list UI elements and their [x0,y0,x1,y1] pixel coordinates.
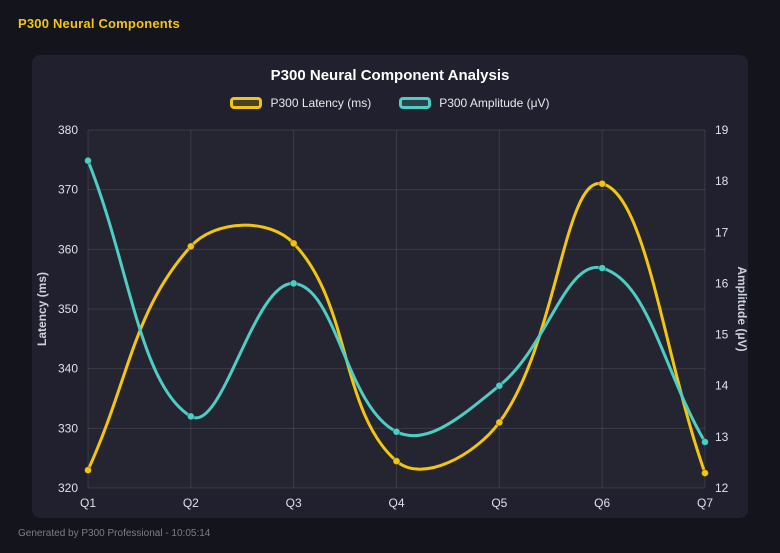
grid-lines [87,129,706,489]
svg-text:13: 13 [715,430,729,444]
left-axis-title: Latency (ms) [35,272,49,346]
svg-text:Q5: Q5 [491,496,507,510]
svg-text:Q2: Q2 [183,496,199,510]
legend-item-1[interactable]: P300 Amplitude (μV) [399,96,550,110]
chart-title: P300 Neural Component Analysis [270,67,510,84]
page-title: P300 Neural Components [18,16,180,31]
svg-text:Q6: Q6 [594,496,610,510]
svg-text:Q7: Q7 [697,496,713,510]
svg-text:19: 19 [715,123,729,137]
svg-text:16: 16 [715,276,729,290]
svg-text:330: 330 [58,421,78,435]
chart-card: P300 Neural Component Analysis P300 Late… [32,55,748,518]
legend-label: P300 Amplitude (μV) [439,96,550,110]
svg-text:370: 370 [58,183,78,197]
svg-text:380: 380 [58,123,78,137]
series-points-0 [84,179,709,478]
svg-text:350: 350 [58,302,78,316]
legend-item-0[interactable]: P300 Latency (ms) [230,96,371,110]
svg-text:320: 320 [58,481,78,495]
svg-text:15: 15 [715,328,729,342]
series-points-1 [84,156,709,446]
svg-text:360: 360 [58,242,78,256]
footer-status: Generated by P300 Professional - 10:05:1… [18,528,211,539]
svg-text:Q1: Q1 [80,496,96,510]
svg-text:Q4: Q4 [388,496,404,510]
svg-text:12: 12 [715,481,729,495]
svg-text:14: 14 [715,379,729,393]
x-axis-ticks: Q1 Q2 Q3 Q4 Q5 Q6 Q7 [80,496,713,510]
legend-swatch-icon [230,97,263,109]
legend-label: P300 Latency (ms) [270,96,372,110]
svg-text:340: 340 [58,362,78,376]
svg-text:18: 18 [715,174,729,188]
svg-text:17: 17 [715,225,729,239]
svg-text:Q3: Q3 [286,496,302,510]
right-axis-title: Amplitude (μV) [735,266,748,351]
left-axis-ticks: 320 330 340 350 360 370 380 [58,123,78,495]
right-axis-ticks: 12 13 14 15 16 17 18 19 [715,123,729,495]
chart-legend: P300 Latency (ms) P300 Amplitude (μV) [32,93,748,113]
legend-swatch-icon [399,97,432,109]
